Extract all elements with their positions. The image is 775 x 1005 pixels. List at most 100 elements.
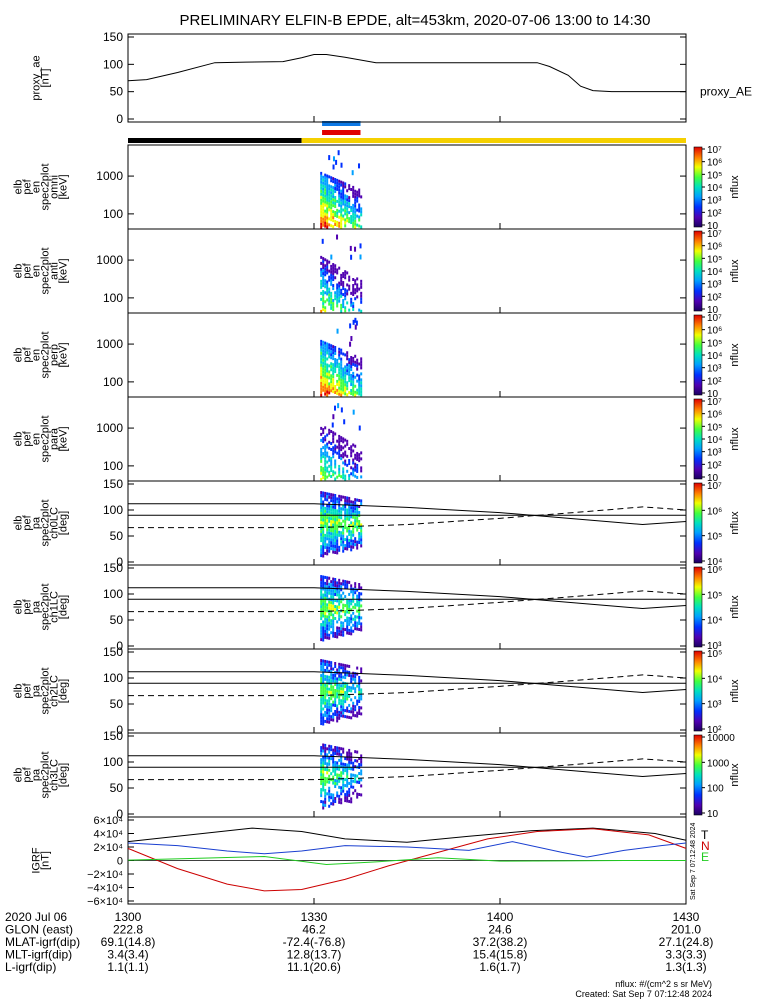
colorbar-tick-label: 10⁵	[707, 422, 722, 433]
footer-row-label: 2020 Jul 06	[5, 910, 67, 924]
spectrogram-data	[320, 575, 363, 642]
colorbar-tick-label: 10²	[707, 292, 722, 303]
y-axis-label: elbpefpaspec2plotch3LC[deg]	[13, 751, 70, 798]
y-tick-label: 0	[116, 639, 123, 653]
colorbar	[693, 734, 703, 816]
colorbar-tick-label: 100	[707, 784, 724, 795]
panel-proxy_ae: proxy_ae[nT] 0 50 100 150 proxy_AE	[31, 30, 753, 126]
science-zone-bar-red	[322, 130, 361, 135]
series-label-proxy-ae: proxy_AE	[700, 85, 752, 99]
igrf-legend-E: E	[701, 850, 709, 864]
colorbar-tick-label: 10⁷	[707, 229, 722, 240]
colorbar-label: nflux	[729, 427, 741, 451]
footer-row-value: 1.1(1.1)	[107, 960, 148, 974]
y-tick-label: 100	[103, 57, 123, 71]
footer-row-value: -72.4(-76.8)	[283, 935, 346, 949]
loss-cone-lines	[128, 671, 687, 697]
footer-row-value: 222.8	[113, 923, 143, 937]
panel-frame	[127, 312, 687, 398]
igrf-legend-N: N	[701, 839, 710, 853]
colorbar-tick-label: 10³	[707, 280, 722, 291]
loss-cone-lines	[128, 587, 687, 613]
panel-frame	[127, 564, 687, 650]
colorbar-tick-label: 10⁷	[707, 313, 722, 324]
loss-cone-line	[128, 503, 687, 526]
y-tick-label: 100	[103, 671, 123, 685]
y-tick-label: 50	[110, 529, 124, 543]
colorbar-tick-label: 10²	[707, 460, 722, 471]
y-axis-label: elbpefenspec2plotpara[keV]	[13, 415, 70, 462]
colorbar-tick-label: 10⁴	[707, 183, 722, 194]
y-tick-label: 50	[110, 613, 124, 627]
y-tick-label: 0	[116, 807, 123, 821]
colorbar-tick-label: 10⁵	[707, 254, 722, 265]
footer-row-value: 1430	[673, 910, 700, 924]
colorbar-tick-label: 10⁶	[707, 410, 722, 421]
footer-row-value: 3.4(3.4)	[107, 948, 148, 962]
colorbar	[693, 398, 703, 480]
y-tick-label: 100	[103, 503, 123, 517]
spectrogram-data	[320, 743, 363, 810]
colorbar-tick-label: 10⁵	[707, 338, 722, 349]
y-tick-label: 50	[110, 697, 124, 711]
y-tick-label: 100	[103, 459, 123, 473]
footer-row-label: L-igrf(dip)	[5, 960, 56, 974]
colorbar-tick-label: 10⁴	[707, 674, 722, 685]
colorbar-tick-label: 10000	[707, 733, 735, 744]
colorbar-tick-label: 10⁶	[707, 158, 722, 169]
colorbar-tick-label: 10⁴	[707, 351, 722, 362]
y-tick-label: 150	[103, 477, 123, 491]
colorbar-tick-label: 10³	[707, 448, 722, 459]
colorbar-tick-label: 10⁴	[707, 557, 722, 568]
footer-row-label: MLAT-igrf(dip)	[5, 935, 80, 949]
colorbar-tick-label: 10⁴	[707, 267, 722, 278]
created-note: Created: Sat Sep 7 07:12:48 2024	[575, 989, 712, 999]
footer-row-value: 201.0	[671, 923, 701, 937]
colorbar-label: nflux	[729, 175, 741, 199]
colorbar-tick-label: 10	[707, 221, 719, 232]
science-zone-bar-blue	[322, 121, 361, 126]
panel-en_para: elbpefenspec2plotpara[keV]10010001010²10…	[13, 396, 741, 484]
colorbar-tick-label: 10⁶	[707, 326, 722, 337]
y-tick-label: 0	[116, 723, 123, 737]
colorbar-tick-label: 10⁴	[707, 435, 722, 446]
panel-frame	[127, 228, 687, 314]
y-axis-label: elbpefenspec2plotanti[keV]	[13, 247, 70, 294]
chart-title: PRELIMINARY ELFIN-B EPDE, alt=453km, 202…	[180, 12, 651, 29]
y-axis-label: IGRF[nT]	[31, 847, 52, 874]
spectrogram-data	[320, 659, 363, 726]
y-tick-label: 0	[116, 555, 123, 569]
y-tick-label: −4×10⁴	[87, 883, 123, 895]
colorbar-tick-label: 10³	[707, 700, 722, 711]
colorbar-tick-label: 10	[707, 305, 719, 316]
colorbar-tick-label: 10³	[707, 196, 722, 207]
colorbar-tick-label: 10²	[707, 208, 722, 219]
loss-cone-line	[128, 671, 687, 694]
y-tick-label: 50	[110, 85, 124, 99]
y-tick-label: 150	[103, 645, 123, 659]
colorbar-tick-label: 10²	[707, 725, 722, 736]
footer-row-value: 24.6	[488, 923, 512, 937]
panel-ch2LC: elbpefpaspec2plotch2LC[deg] 0 50 100 150 10² 1…	[13, 645, 742, 737]
anti-loss-cone-line	[128, 758, 687, 781]
spectrogram-data	[320, 234, 363, 313]
spectrogram-data	[320, 150, 363, 229]
colorbar-tick-label: 10⁵	[707, 590, 722, 601]
footer-row-value: 37.2(38.2)	[473, 935, 528, 949]
colorbar-label: nflux	[729, 343, 741, 367]
panel-frame	[127, 396, 687, 482]
y-tick-label: −2×10⁴	[87, 869, 123, 881]
colorbar-tick-label: 10	[707, 389, 719, 400]
igrf-side-note: Sat Sep 7 07:12:48 2024	[690, 822, 697, 900]
panel-en_anti: elbpefenspec2plotanti[keV]10010001010²10…	[13, 228, 741, 316]
colorbar-tick-label: 10⁵	[707, 532, 722, 543]
colorbar-tick-label: 10⁷	[707, 145, 722, 156]
footer-row-value: 3.3(3.3)	[665, 948, 706, 962]
y-tick-label: 150	[103, 30, 123, 44]
panel-en_omni: elbpefenspec2plotomni[keV]10010001010²10…	[13, 144, 741, 232]
y-tick-label: 1000	[96, 421, 123, 435]
colorbar-tick-label: 10³	[707, 641, 722, 652]
igrf-line-N	[127, 828, 687, 892]
